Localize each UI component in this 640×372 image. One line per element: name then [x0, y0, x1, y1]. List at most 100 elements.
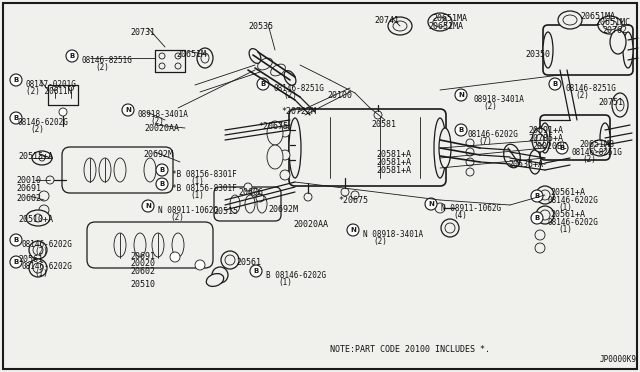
- Ellipse shape: [558, 11, 582, 29]
- Ellipse shape: [428, 13, 452, 31]
- Text: 20741: 20741: [374, 16, 399, 25]
- Text: (2): (2): [483, 102, 497, 111]
- Text: 20020: 20020: [130, 259, 155, 268]
- Ellipse shape: [603, 20, 617, 30]
- Ellipse shape: [616, 99, 624, 111]
- Text: (1): (1): [190, 177, 204, 186]
- Text: B: B: [13, 77, 19, 83]
- Ellipse shape: [284, 71, 296, 85]
- Text: N: N: [125, 107, 131, 113]
- Text: 08146-8251G: 08146-8251G: [273, 84, 324, 93]
- Text: 20692M: 20692M: [143, 150, 173, 159]
- Text: *20722M: *20722M: [281, 107, 316, 116]
- Ellipse shape: [144, 158, 156, 182]
- Ellipse shape: [26, 210, 50, 226]
- Ellipse shape: [594, 144, 606, 152]
- Text: 20651M: 20651M: [176, 50, 206, 59]
- Circle shape: [425, 198, 437, 210]
- Text: 20651MA: 20651MA: [580, 12, 615, 21]
- Text: 20561+A: 20561+A: [550, 210, 585, 219]
- Text: N: N: [428, 201, 434, 207]
- Ellipse shape: [504, 144, 520, 168]
- Circle shape: [39, 155, 45, 161]
- Text: 20535+A: 20535+A: [508, 160, 543, 169]
- Text: 08146-6202G: 08146-6202G: [467, 130, 518, 139]
- Ellipse shape: [114, 158, 126, 182]
- Text: (2) 20611N: (2) 20611N: [26, 87, 72, 96]
- Circle shape: [244, 183, 252, 191]
- Text: (1): (1): [34, 269, 48, 278]
- Ellipse shape: [590, 140, 610, 156]
- Ellipse shape: [29, 241, 47, 259]
- Ellipse shape: [201, 53, 209, 63]
- Text: 20350: 20350: [525, 50, 550, 59]
- Text: (1): (1): [558, 225, 572, 234]
- Ellipse shape: [33, 245, 43, 255]
- Circle shape: [535, 230, 545, 240]
- Ellipse shape: [543, 32, 553, 68]
- Text: N: N: [350, 227, 356, 233]
- Ellipse shape: [267, 145, 283, 169]
- Text: 20535: 20535: [248, 22, 273, 31]
- Circle shape: [195, 260, 205, 270]
- Ellipse shape: [532, 128, 548, 152]
- Circle shape: [257, 78, 269, 90]
- Text: 08147-0201G: 08147-0201G: [26, 80, 77, 89]
- Circle shape: [250, 265, 262, 277]
- FancyBboxPatch shape: [289, 109, 446, 186]
- Circle shape: [66, 50, 78, 62]
- Circle shape: [531, 212, 543, 224]
- Circle shape: [556, 142, 568, 154]
- Text: 20020AA: 20020AA: [144, 124, 179, 133]
- Circle shape: [280, 127, 290, 137]
- Circle shape: [466, 158, 474, 166]
- Text: 20020AA: 20020AA: [293, 220, 328, 229]
- Text: B: B: [253, 268, 259, 274]
- Text: (2): (2): [575, 91, 589, 100]
- Ellipse shape: [225, 255, 235, 265]
- Text: 20691: 20691: [130, 252, 155, 261]
- Text: 20581+A: 20581+A: [376, 158, 411, 167]
- Text: 20651MB: 20651MB: [579, 140, 614, 149]
- FancyBboxPatch shape: [87, 222, 213, 268]
- Circle shape: [68, 86, 74, 90]
- Text: 20651MA: 20651MA: [428, 22, 463, 31]
- Text: B: B: [69, 53, 75, 59]
- Ellipse shape: [114, 233, 126, 257]
- Text: (1): (1): [190, 191, 204, 200]
- Text: 20651MA: 20651MA: [432, 14, 467, 23]
- Circle shape: [156, 164, 168, 176]
- Circle shape: [455, 124, 467, 136]
- Circle shape: [549, 78, 561, 90]
- Text: (1): (1): [558, 203, 572, 212]
- Circle shape: [341, 188, 349, 196]
- Ellipse shape: [206, 273, 224, 286]
- Text: 08918-3401A: 08918-3401A: [138, 110, 189, 119]
- Text: 20762: 20762: [602, 26, 627, 35]
- Ellipse shape: [439, 128, 451, 168]
- Text: JP0000K9: JP0000K9: [600, 355, 637, 364]
- Circle shape: [170, 252, 180, 262]
- FancyBboxPatch shape: [540, 115, 610, 160]
- Circle shape: [535, 243, 545, 253]
- Ellipse shape: [540, 190, 550, 200]
- Ellipse shape: [540, 123, 550, 153]
- Ellipse shape: [598, 16, 622, 34]
- Circle shape: [46, 176, 54, 184]
- Text: B: B: [13, 237, 19, 243]
- Circle shape: [466, 168, 474, 176]
- Text: 08146-6202G: 08146-6202G: [22, 262, 73, 271]
- Circle shape: [39, 205, 49, 215]
- Text: B: B: [159, 167, 164, 173]
- Circle shape: [175, 53, 181, 59]
- Ellipse shape: [289, 118, 301, 178]
- Text: 20510: 20510: [130, 280, 155, 289]
- Text: 20581: 20581: [371, 120, 396, 129]
- Ellipse shape: [623, 32, 633, 68]
- Text: (2): (2): [95, 63, 109, 72]
- Circle shape: [156, 178, 168, 190]
- FancyBboxPatch shape: [543, 25, 633, 75]
- Text: 20561: 20561: [18, 255, 43, 264]
- Ellipse shape: [388, 17, 412, 35]
- Text: 20602: 20602: [16, 194, 41, 203]
